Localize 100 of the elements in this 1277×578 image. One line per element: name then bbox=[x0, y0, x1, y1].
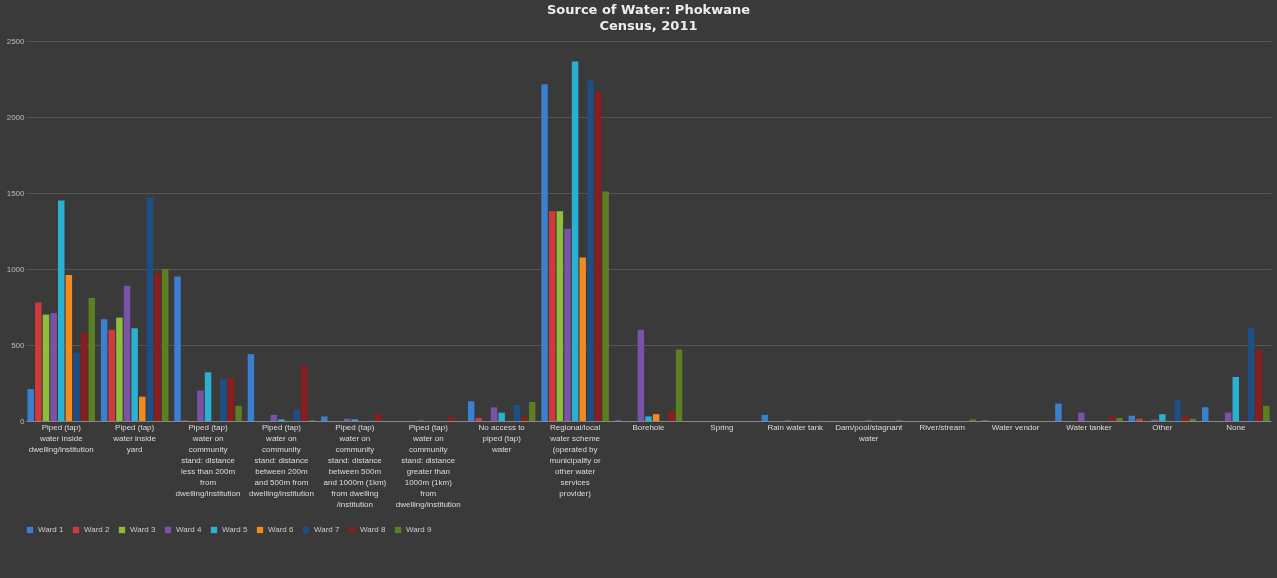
bar bbox=[301, 365, 308, 421]
bar bbox=[227, 377, 235, 421]
bar bbox=[467, 401, 475, 421]
x-tick-label: Piped (tap) water inside dwelling/institution bbox=[28, 422, 94, 454]
legend-label: Ward 1 bbox=[38, 525, 65, 534]
bar bbox=[73, 352, 80, 421]
x-tick-label: Piped (tap) water on community stand: distance between 500m and 1000m (1km) from dwelling /institution bbox=[323, 422, 387, 509]
bar bbox=[321, 416, 328, 421]
x-tick-label: No access to piped (tap) water bbox=[478, 422, 526, 454]
bar bbox=[1255, 349, 1262, 421]
y-tick-label: 2000 bbox=[6, 112, 26, 122]
legend-label: Ward 4 bbox=[176, 525, 203, 534]
legend-label: Ward 2 bbox=[84, 525, 111, 534]
bar bbox=[645, 416, 652, 421]
bar bbox=[521, 416, 528, 421]
bar bbox=[174, 276, 181, 421]
bar bbox=[1247, 327, 1255, 421]
bar bbox=[475, 417, 483, 421]
bar bbox=[154, 273, 161, 421]
y-tick-label: 1000 bbox=[6, 264, 26, 274]
y-tick-label: 500 bbox=[11, 340, 26, 350]
bar bbox=[587, 80, 594, 421]
bar bbox=[1182, 416, 1189, 421]
bar bbox=[65, 275, 73, 421]
bar bbox=[498, 412, 505, 421]
bar bbox=[374, 414, 381, 421]
bar bbox=[1202, 407, 1209, 421]
bar bbox=[602, 191, 609, 421]
bar bbox=[100, 319, 108, 421]
bar bbox=[548, 211, 556, 421]
bar bbox=[571, 61, 579, 421]
bar bbox=[513, 405, 521, 421]
legend-label: Ward 8 bbox=[360, 525, 387, 534]
x-tick-label: River/stream bbox=[919, 422, 966, 432]
legend-label: Ward 9 bbox=[406, 525, 433, 534]
bar bbox=[1263, 405, 1270, 421]
bar bbox=[1136, 418, 1143, 421]
bar bbox=[27, 389, 34, 421]
bar bbox=[1078, 412, 1085, 421]
legend-label: Ward 5 bbox=[222, 525, 249, 534]
bar bbox=[108, 329, 115, 421]
bar bbox=[50, 313, 57, 421]
bar bbox=[761, 414, 769, 421]
bar bbox=[197, 390, 204, 421]
x-tick-label: Other bbox=[1152, 422, 1173, 432]
bar bbox=[668, 411, 675, 421]
y-tick-label: 0 bbox=[20, 416, 26, 426]
bar bbox=[652, 414, 660, 421]
x-tick-label: Regional/local water scheme (operated by municipality or other water services provider) bbox=[549, 422, 601, 498]
bar bbox=[220, 379, 227, 421]
bar bbox=[247, 354, 255, 421]
bar bbox=[1232, 376, 1240, 421]
bar bbox=[161, 269, 169, 421]
y-tick-label: 2500 bbox=[6, 36, 26, 46]
x-tick-label: Dam/pool/stagnant water bbox=[835, 422, 904, 443]
bar bbox=[42, 314, 50, 421]
legend-label: Ward 3 bbox=[130, 525, 157, 534]
bar bbox=[235, 405, 242, 421]
x-tick-label: Piped (tap) water on community stand: distance less than 200m from dwelling/institution bbox=[175, 422, 241, 498]
bar bbox=[123, 285, 131, 421]
bar bbox=[80, 332, 88, 421]
bar bbox=[447, 417, 455, 421]
legend-label: Ward 7 bbox=[314, 525, 341, 534]
bar bbox=[1174, 399, 1181, 421]
bar bbox=[293, 409, 300, 421]
bar bbox=[270, 414, 278, 421]
x-tick-label: Water tanker bbox=[1066, 422, 1113, 432]
bar bbox=[556, 211, 564, 421]
bar bbox=[139, 396, 146, 421]
chart-title: Source of Water: Phokwane bbox=[546, 2, 751, 17]
bar bbox=[1108, 416, 1116, 421]
x-tick-label: Piped (tap) water on community stand: distance between 200m and 500m from dwelling/institution bbox=[248, 422, 314, 498]
bar bbox=[204, 372, 212, 421]
bar bbox=[116, 317, 123, 421]
x-tick-label: Piped (tap) water on community stand: distance greater than 1000m (1km) from dwelling/institution bbox=[395, 422, 461, 509]
bar bbox=[490, 407, 498, 421]
x-tick-label: Rain water tank bbox=[767, 422, 825, 432]
bar bbox=[1055, 403, 1062, 421]
x-tick-label: Borehole bbox=[632, 422, 666, 432]
x-tick-label: Water vendor bbox=[991, 422, 1040, 432]
legend-label: Ward 6 bbox=[268, 525, 295, 534]
bar bbox=[35, 302, 42, 421]
bar bbox=[1116, 417, 1123, 421]
bar bbox=[564, 228, 571, 421]
chart-subtitle: Census, 2011 bbox=[599, 18, 698, 33]
x-tick-label: Piped (tap) water inside yard bbox=[112, 422, 157, 454]
bar bbox=[88, 297, 95, 421]
bar bbox=[57, 200, 65, 421]
x-tick-label: None bbox=[1226, 422, 1246, 432]
bar bbox=[1159, 414, 1166, 421]
bar bbox=[675, 349, 683, 421]
bar bbox=[594, 91, 602, 421]
bar bbox=[131, 328, 138, 421]
bar bbox=[637, 329, 645, 421]
bar bbox=[528, 402, 536, 421]
x-tick-label: Spring bbox=[710, 422, 734, 432]
bar bbox=[579, 257, 586, 421]
bar bbox=[541, 84, 548, 421]
bar bbox=[146, 197, 154, 421]
y-tick-label: 1500 bbox=[6, 188, 26, 198]
